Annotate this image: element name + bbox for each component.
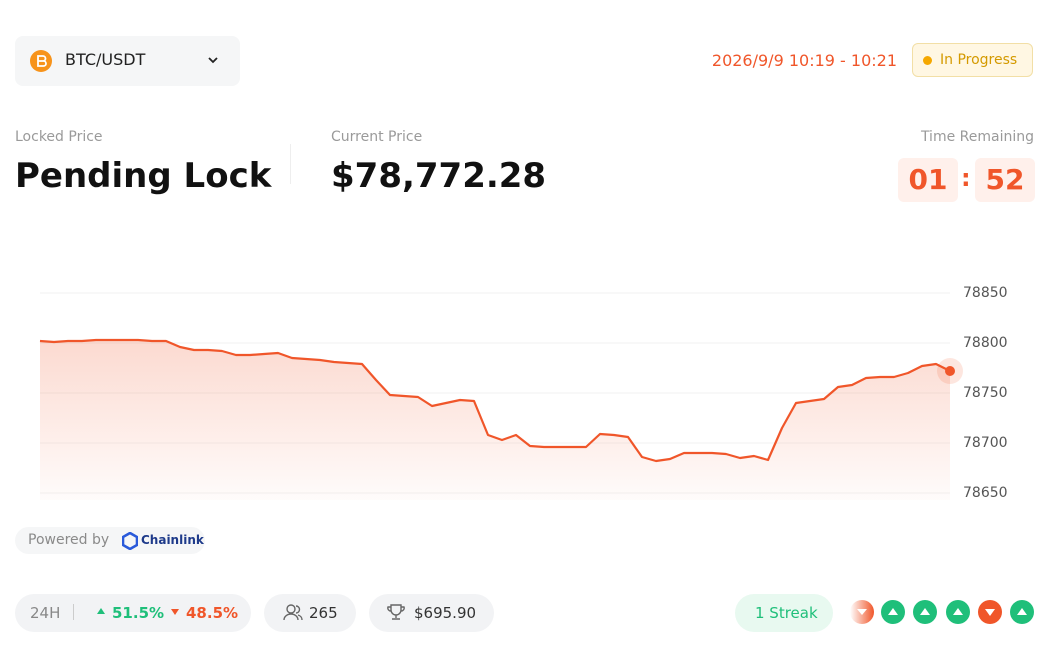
locked-label: Locked Price	[15, 129, 103, 145]
minutes: 01	[898, 158, 958, 202]
players-pill	[264, 594, 356, 632]
y-tick-label: 78800	[963, 335, 1008, 351]
locked-value: Pending Lock	[15, 156, 272, 196]
current-label: Current Price	[331, 129, 423, 145]
status-text: In Progress	[940, 52, 1018, 68]
colon: :	[961, 164, 971, 192]
price-chart: 78650 78700 78750 78800 78850	[39, 285, 1008, 501]
chainlink: Chainlink	[141, 533, 204, 547]
streak-pill	[735, 594, 833, 632]
status-dot	[923, 56, 932, 65]
round-time: 2026/9/9 10:19 - 10:21	[711, 51, 897, 70]
trophy-icon	[387, 604, 405, 620]
divider	[73, 604, 74, 620]
status-badge	[912, 43, 1033, 77]
down-share: 48.5%	[186, 604, 239, 622]
powered-badge	[15, 527, 205, 554]
odds-pill	[15, 594, 251, 632]
players: 265	[309, 604, 338, 622]
up-arrow	[97, 608, 105, 614]
y-tick-label: 78700	[963, 435, 1008, 451]
period: 24H	[30, 604, 61, 622]
current-value: $78,772.28	[331, 156, 547, 196]
prize-pill	[369, 594, 494, 632]
chainlink-icon	[122, 532, 138, 550]
separator	[290, 144, 291, 184]
remaining-label: Time Remaining	[920, 129, 1034, 145]
chevron[interactable]	[206, 55, 220, 67]
current-point	[945, 366, 955, 376]
y-tick-label: 78850	[963, 285, 1008, 301]
pair-selector[interactable]	[15, 36, 240, 86]
up-share: 51.5%	[112, 604, 165, 622]
area-fill	[40, 340, 950, 500]
down-arrow	[171, 609, 179, 615]
btc-icon	[30, 50, 52, 72]
y-tick-label: 78650	[963, 485, 1008, 501]
pair-name: BTC/USDT	[65, 50, 146, 69]
streak-history	[850, 600, 1034, 624]
seconds: 52	[975, 158, 1035, 202]
y-tick-label: 78750	[963, 385, 1008, 401]
players-icon	[283, 604, 303, 621]
price-line	[39, 338, 951, 463]
powered-by: Powered by	[28, 532, 110, 548]
streak: 1 Streak	[755, 604, 818, 622]
prize-pool: $695.90	[414, 604, 477, 622]
